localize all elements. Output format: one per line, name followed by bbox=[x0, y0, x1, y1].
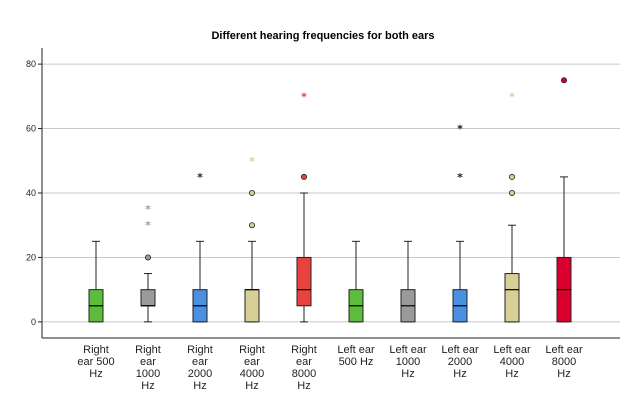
outlier-point bbox=[248, 189, 255, 196]
box-group bbox=[400, 240, 416, 323]
box-group: ** bbox=[140, 203, 156, 323]
x-tick-label: Left ear 4000 Hz bbox=[493, 344, 531, 380]
y-tick-label: 60 bbox=[26, 124, 36, 134]
outlier-point bbox=[144, 254, 151, 261]
x-tick-label-line: 8000 bbox=[292, 368, 316, 380]
x-tick-label: Left ear 2000 Hz bbox=[441, 344, 479, 380]
extreme-point: * bbox=[145, 203, 151, 216]
y-tick-label: 80 bbox=[26, 59, 36, 69]
x-tick-label-line: 2000 bbox=[448, 356, 472, 368]
y-tick-label: 20 bbox=[26, 252, 36, 262]
box-group: * bbox=[244, 155, 260, 323]
outlier-point bbox=[561, 77, 568, 84]
extreme-point: * bbox=[301, 90, 307, 103]
x-tick-label-line: ear bbox=[296, 356, 312, 368]
box-iqr bbox=[140, 289, 156, 307]
x-tick-label-line: Left ear bbox=[545, 344, 583, 356]
x-tick-label-line: Left ear bbox=[389, 344, 427, 356]
x-tick-label-line: Left ear bbox=[493, 344, 531, 356]
box-group: ** bbox=[452, 123, 468, 323]
x-tick-label: Right ear 1000 Hz bbox=[135, 344, 161, 392]
outlier-point bbox=[508, 173, 515, 180]
extreme-point: * bbox=[197, 171, 203, 184]
x-tick-label-line: 4000 bbox=[240, 368, 264, 380]
extreme-point: * bbox=[457, 171, 463, 184]
x-tick-label-line: Right bbox=[239, 344, 265, 356]
x-tick-label-line: Hz bbox=[245, 380, 258, 392]
x-tick-label-line: 1000 bbox=[136, 368, 160, 380]
x-tick-label-line: Hz bbox=[297, 380, 310, 392]
x-tick-label: Right ear 500 Hz bbox=[77, 344, 114, 380]
box-group: * bbox=[296, 90, 312, 323]
x-tick-label-line: 8000 bbox=[552, 356, 576, 368]
x-tick-label-line: Hz bbox=[401, 368, 414, 380]
x-tick-label-line: Hz bbox=[193, 380, 206, 392]
box-group bbox=[88, 240, 104, 323]
box-iqr bbox=[504, 273, 520, 323]
x-tick-label-line: Hz bbox=[557, 368, 570, 380]
x-tick-label: Left ear 8000 Hz bbox=[545, 344, 583, 380]
outlier-point bbox=[508, 189, 515, 196]
x-tick-label-line: 500 Hz bbox=[339, 356, 374, 368]
box-group bbox=[556, 77, 572, 323]
x-tick-label-line: ear bbox=[244, 356, 260, 368]
x-tick-label: Left ear 1000 Hz bbox=[389, 344, 427, 380]
x-tick-label-line: Right bbox=[187, 344, 213, 356]
box-group: * bbox=[504, 90, 520, 323]
y-axis-ticks: 0 20 40 60 80 bbox=[26, 59, 42, 327]
outlier-point bbox=[248, 222, 255, 229]
box-group: * bbox=[192, 171, 208, 323]
x-tick-label: Right ear 4000 Hz bbox=[239, 344, 265, 392]
extreme-point: * bbox=[457, 123, 463, 136]
x-tick-label-line: ear bbox=[192, 356, 208, 368]
y-tick-label: 0 bbox=[31, 317, 36, 327]
outlier-point bbox=[300, 173, 307, 180]
x-tick-label-line: Hz bbox=[141, 380, 154, 392]
box-iqr bbox=[244, 289, 260, 323]
chart-title: Different hearing frequencies for both e… bbox=[211, 30, 434, 42]
x-tick-label: Right ear 8000 Hz bbox=[291, 344, 317, 392]
x-tick-label-line: Right bbox=[83, 344, 109, 356]
x-tick-label-line: 1000 bbox=[396, 356, 420, 368]
x-tick-label-line: ear 500 bbox=[77, 356, 114, 368]
extreme-point: * bbox=[249, 155, 255, 168]
box-group bbox=[348, 240, 364, 323]
x-tick-label-line: Right bbox=[135, 344, 161, 356]
x-tick-label-line: Hz bbox=[505, 368, 518, 380]
x-tick-label-line: Left ear bbox=[337, 344, 375, 356]
x-tick-label-line: Left ear bbox=[441, 344, 479, 356]
x-tick-label-line: ear bbox=[140, 356, 156, 368]
x-tick-label-line: Hz bbox=[453, 368, 466, 380]
extreme-point: * bbox=[509, 90, 515, 103]
x-tick-label-line: 4000 bbox=[500, 356, 524, 368]
x-tick-label: Left ear 500 Hz bbox=[337, 344, 375, 368]
box-iqr bbox=[296, 256, 312, 307]
y-tick-label: 40 bbox=[26, 188, 36, 198]
extreme-point: * bbox=[145, 219, 151, 232]
x-tick-label-line: 2000 bbox=[188, 368, 212, 380]
x-tick-label-line: Hz bbox=[89, 368, 102, 380]
gridlines bbox=[42, 63, 620, 323]
x-tick-label-line: Right bbox=[291, 344, 317, 356]
x-tick-label: Right ear 2000 Hz bbox=[187, 344, 213, 392]
boxes: ******** bbox=[88, 77, 572, 323]
